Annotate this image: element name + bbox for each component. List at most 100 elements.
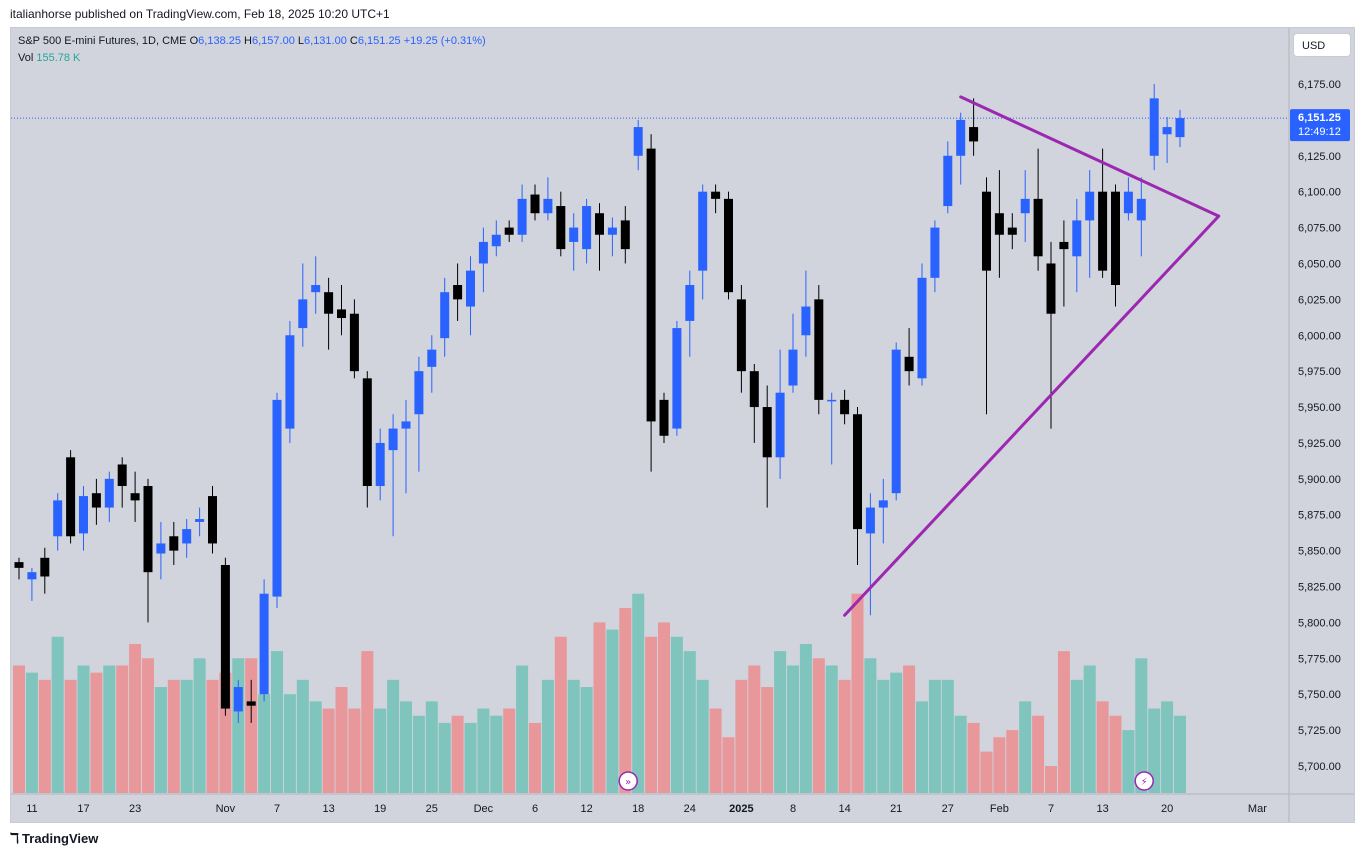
- volume-bar: [283, 694, 296, 793]
- legend-open: 6,138.25: [198, 35, 241, 47]
- candle-body: [414, 371, 424, 415]
- candle-body: [517, 198, 527, 235]
- volume-bar: [516, 665, 529, 793]
- candle-body: [220, 564, 230, 709]
- volume-bar: [38, 679, 51, 793]
- candle-body: [14, 562, 24, 568]
- y-tick-label: 6,100.00: [1298, 187, 1341, 199]
- earnings-event-icon[interactable]: [1134, 771, 1154, 791]
- candle-body: [401, 421, 411, 429]
- candle-body: [362, 378, 372, 487]
- volume-bar: [1070, 679, 1083, 793]
- candle-body: [130, 493, 140, 501]
- candle-body: [1007, 227, 1017, 235]
- candle-body: [595, 213, 604, 235]
- volume-bar: [374, 708, 387, 793]
- candle-body: [66, 457, 76, 537]
- candle-body: [582, 206, 592, 250]
- volume-bar: [361, 651, 374, 793]
- y-tick-label: 6,050.00: [1298, 258, 1341, 270]
- volume-bar: [606, 629, 619, 793]
- volume-bar: [1083, 665, 1096, 793]
- candle-body: [814, 299, 824, 400]
- x-tick-label: 12: [580, 803, 592, 815]
- trendline-upper: [959, 95, 1221, 218]
- candle-body: [543, 198, 553, 214]
- y-tick-label: 5,750.00: [1298, 689, 1341, 701]
- event-glyph: ⚡: [1141, 777, 1148, 788]
- candle-body: [891, 349, 901, 494]
- volume-bar: [748, 665, 761, 793]
- legend-symbol[interactable]: S&P 500 E-mini Futures, 1D, CME: [18, 35, 187, 47]
- candle-body: [246, 701, 256, 706]
- x-tick-label: 6: [532, 803, 538, 815]
- y-tick-label: 5,900.00: [1298, 474, 1341, 486]
- candle-body: [388, 428, 398, 451]
- price-tag-countdown: 12:49:12: [1298, 126, 1341, 138]
- volume-label[interactable]: Vol: [18, 52, 34, 64]
- candle-body: [530, 194, 540, 214]
- candle-body: [79, 496, 88, 534]
- volume-bar: [877, 679, 890, 793]
- candle-body: [324, 292, 334, 314]
- price-tag: [1290, 109, 1350, 142]
- x-tick-label: 2025: [729, 803, 753, 815]
- volume-bar: [722, 737, 735, 793]
- candle-body: [904, 356, 914, 372]
- candle-body: [917, 277, 927, 379]
- volume-bar: [838, 679, 851, 793]
- candle-body: [143, 486, 153, 573]
- volume-bar: [774, 651, 787, 793]
- candle-body: [40, 557, 50, 577]
- volume-bar: [645, 636, 658, 793]
- volume-bar: [438, 722, 451, 793]
- volume-value: 155.78 K: [36, 52, 81, 64]
- volume-bar: [580, 687, 593, 793]
- chart-legend: S&P 500 E-mini Futures, 1D, CME O6,138.2…: [18, 35, 486, 47]
- candle-body: [259, 593, 269, 695]
- volume-bar: [851, 593, 864, 793]
- volume-bar: [761, 687, 774, 793]
- volume-bar: [696, 679, 709, 793]
- candle-body: [1136, 198, 1146, 221]
- candle-body: [1123, 191, 1133, 214]
- legend-open-label: O: [189, 35, 199, 47]
- candle-body: [840, 399, 850, 415]
- trendline-lower: [843, 214, 1221, 617]
- candle-body: [195, 519, 205, 522]
- candle-body: [1033, 198, 1043, 257]
- volume-bar: [787, 665, 799, 793]
- x-tick-label: 7: [1048, 803, 1054, 815]
- y-tick-label: 6,025.00: [1298, 294, 1341, 306]
- currency-button[interactable]: USD: [1293, 33, 1351, 57]
- candle-body: [646, 148, 656, 422]
- price-tag-value: 6,151.25: [1298, 112, 1341, 124]
- volume-bar: [1122, 730, 1135, 793]
- legend-change: +19.25 (+0.31%): [403, 35, 486, 47]
- dividend-event-icon[interactable]: [618, 771, 638, 791]
- candle-body: [349, 313, 359, 372]
- candle-body: [969, 127, 979, 142]
- volume-bar: [90, 672, 103, 793]
- x-tick-label: 13: [322, 803, 334, 815]
- candle-body: [453, 285, 463, 300]
- volume-bar: [967, 722, 980, 793]
- candle-body: [285, 335, 295, 429]
- candle-body: [208, 496, 217, 544]
- candle-body: [1020, 198, 1030, 214]
- candle-body: [736, 299, 746, 372]
- volume-bar: [451, 715, 464, 793]
- volume-bar: [593, 622, 606, 793]
- volume-bar: [258, 694, 271, 793]
- volume-bar: [903, 665, 916, 793]
- candle-body: [788, 349, 798, 386]
- volume-bar: [632, 593, 645, 793]
- legend-close-label: C: [349, 35, 358, 47]
- volume-bar: [412, 715, 425, 793]
- x-tick-label: 17: [77, 803, 89, 815]
- candle-body: [775, 392, 785, 458]
- volume-bar: [348, 708, 361, 793]
- candle-body: [556, 206, 566, 250]
- x-tick-label: Feb: [990, 803, 1009, 815]
